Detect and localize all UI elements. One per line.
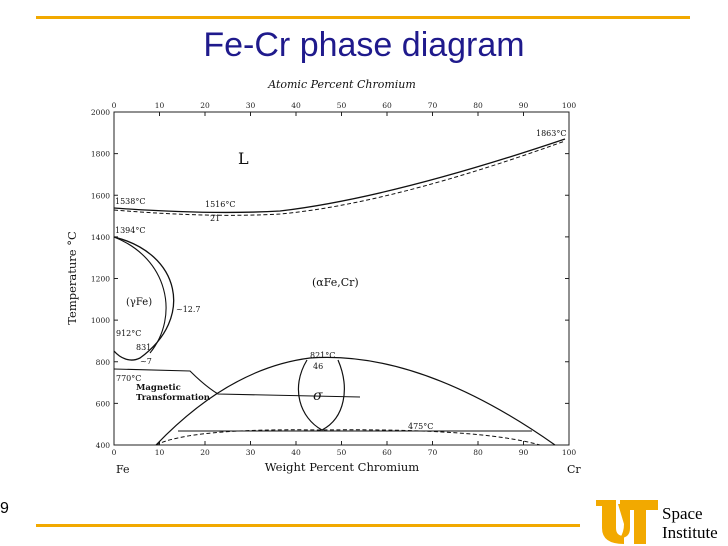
curie-annotation: 770°C [116,374,141,383]
top-tick-label: 60 [382,101,392,110]
gamma-loop-inner [113,236,167,354]
top-tick-label: 70 [428,101,438,110]
top-axis-label: Atomic Percent Chromium [267,78,416,91]
x-tick-label: 90 [519,448,529,457]
gamma-label: (γFe) [126,297,152,308]
y-tick-label: 1600 [91,191,110,200]
miscibility-annotation: 475°C [408,422,433,431]
magnetic-label-line2: Transformation [136,393,210,403]
sigma-label: σ [313,388,323,404]
min-comp-annotation: 21 [210,214,220,223]
x-tick-label: 60 [382,448,392,457]
min-melting-annotation: 1516°C [205,200,235,209]
top-tick-label: 40 [291,101,301,110]
y-tick-label: 1400 [91,233,110,242]
bottom-axis-label: Weight Percent Chromium [265,460,419,474]
x-tick-label: 0 [112,448,117,457]
liquidus-line [113,138,566,214]
x-tick-label: 20 [200,448,210,457]
left-element-label: Fe [116,463,130,476]
slide-number: 9 [0,500,9,517]
y-tick-label: 1800 [91,150,110,159]
alpha-label: (αFe,Cr) [312,276,359,289]
x-tick-label: 30 [246,448,256,457]
loop-temp-annotation: 831 [136,343,151,352]
magnetic-label-line1: Magnetic [136,383,181,393]
y-axis-label: Temperature °C [65,231,79,325]
x-tick-label: 70 [428,448,438,457]
y-tick-label: 1000 [91,316,110,325]
top-tick-label: 100 [562,101,577,110]
miscibility-gap [155,429,541,446]
ut-logo-icon [596,500,658,544]
solidus-line [113,140,566,216]
sigma-phase-lens [297,359,345,431]
ut-space-institute-logo: Space Institute [594,494,728,546]
top-tick-label: 90 [519,101,529,110]
y-tick-label: 2000 [91,108,110,117]
y-tick-label: 800 [96,358,111,367]
magnetic-transformation-line [113,368,361,398]
liquid-label: L [238,149,249,168]
x-tick-label: 100 [562,448,577,457]
sigma-solvus-dome [155,356,556,446]
top-tick-label: 20 [200,101,210,110]
axis-ticks: 0 0 10 10 20 20 30 30 40 40 50 50 60 60 70 70 80 80 90 90 10… [91,101,576,457]
x-tick-label: 50 [337,448,347,457]
top-rule [36,16,690,19]
gamma-loop-outer [113,236,175,361]
fe-melting-annotation: 1538°C [115,197,145,206]
top-tick-label: 0 [112,101,117,110]
sigma-max-annotation: 821°C [310,351,335,360]
logo-text-line2: Institute [662,523,718,542]
slide-title: Fe-Cr phase diagram [203,26,525,64]
top-tick-label: 50 [337,101,347,110]
top-tick-label: 30 [246,101,256,110]
x-tick-label: 80 [473,448,483,457]
phase-diagram-figure: 0 0 10 10 20 20 30 30 40 40 50 50 60 60 70 70 80 80 90 90 10… [60,68,594,486]
phase-diagram-svg: 0 0 10 10 20 20 30 30 40 40 50 50 60 60 70 70 80 80 90 90 10… [65,78,581,476]
x-tick-label: 40 [291,448,301,457]
sigma-comp-annotation: 46 [313,362,323,371]
y-tick-label: 400 [96,441,111,450]
loop-bottom-annotation: ~7 [140,357,152,366]
top-tick-label: 10 [155,101,165,110]
y-tick-label: 600 [96,399,111,408]
fe-alpha-gamma-annotation: 912°C [116,329,141,338]
x-tick-label: 10 [155,448,165,457]
logo-text-line1: Space [662,504,703,523]
loop-comp-annotation: ~12.7 [176,305,201,314]
top-tick-label: 80 [473,101,483,110]
fe-gamma-delta-annotation: 1394°C [115,226,145,235]
bottom-rule [36,524,580,527]
y-tick-label: 1200 [91,275,110,284]
cr-melting-annotation: 1863°C [536,129,566,138]
right-element-label: Cr [567,463,581,476]
